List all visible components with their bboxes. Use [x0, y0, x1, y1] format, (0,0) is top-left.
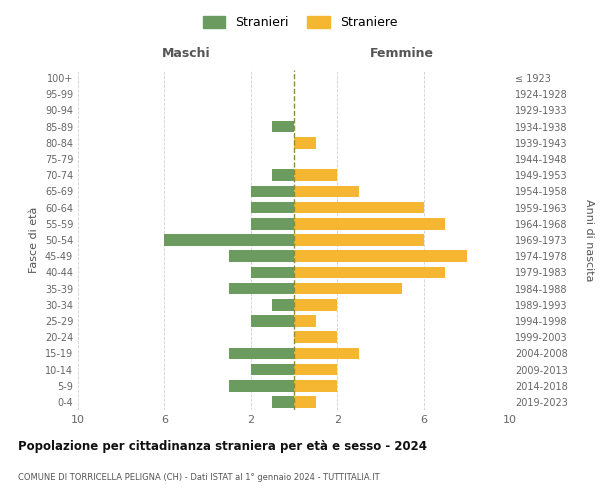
Bar: [294, 266, 445, 278]
Bar: [272, 170, 294, 181]
Bar: [272, 299, 294, 310]
Text: Maschi: Maschi: [161, 48, 211, 60]
Bar: [294, 380, 337, 392]
Bar: [294, 364, 337, 376]
Y-axis label: Anni di nascita: Anni di nascita: [584, 198, 595, 281]
Bar: [251, 186, 294, 198]
Y-axis label: Fasce di età: Fasce di età: [29, 207, 39, 273]
Bar: [251, 202, 294, 213]
Bar: [251, 218, 294, 230]
Bar: [294, 250, 467, 262]
Bar: [294, 315, 316, 327]
Bar: [229, 250, 294, 262]
Bar: [251, 315, 294, 327]
Bar: [251, 364, 294, 376]
Bar: [229, 282, 294, 294]
Text: Femmine: Femmine: [370, 48, 434, 60]
Bar: [294, 348, 359, 359]
Bar: [294, 170, 337, 181]
Bar: [164, 234, 294, 246]
Bar: [294, 234, 424, 246]
Bar: [251, 266, 294, 278]
Text: COMUNE DI TORRICELLA PELIGNA (CH) - Dati ISTAT al 1° gennaio 2024 - TUTTITALIA.I: COMUNE DI TORRICELLA PELIGNA (CH) - Dati…: [18, 473, 380, 482]
Bar: [229, 348, 294, 359]
Bar: [272, 121, 294, 132]
Bar: [294, 218, 445, 230]
Bar: [294, 282, 402, 294]
Bar: [294, 202, 424, 213]
Bar: [272, 396, 294, 407]
Text: Popolazione per cittadinanza straniera per età e sesso - 2024: Popolazione per cittadinanza straniera p…: [18, 440, 427, 453]
Bar: [294, 299, 337, 310]
Bar: [294, 186, 359, 198]
Bar: [229, 380, 294, 392]
Bar: [294, 332, 337, 343]
Legend: Stranieri, Straniere: Stranieri, Straniere: [197, 11, 403, 34]
Bar: [294, 137, 316, 148]
Bar: [294, 396, 316, 407]
